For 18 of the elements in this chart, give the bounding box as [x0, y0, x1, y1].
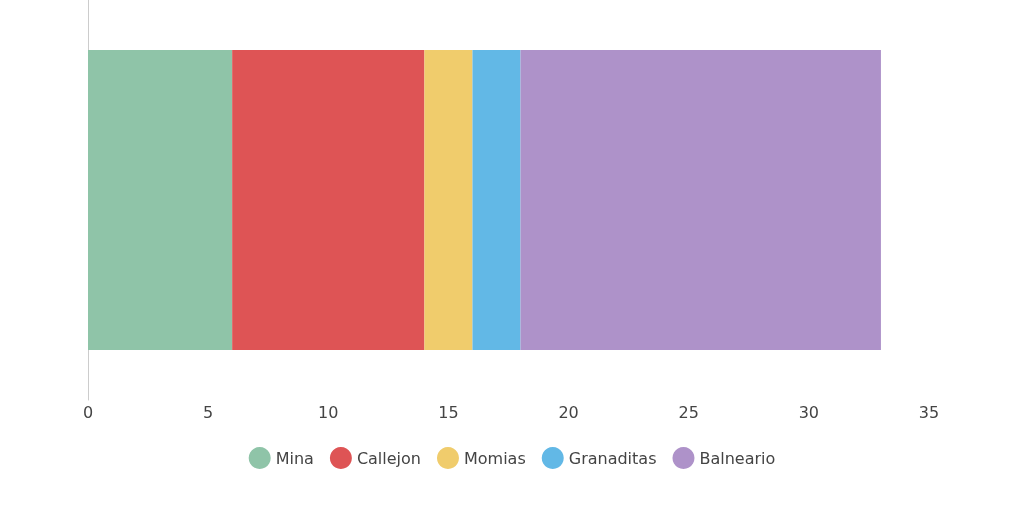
- x-tick-label: 10: [318, 402, 339, 422]
- x-tick-label: 30: [798, 402, 820, 422]
- bar: [88, 50, 233, 350]
- bar: [472, 50, 521, 350]
- x-tick-label: 0: [82, 402, 94, 422]
- legend-label: Balneario: [699, 448, 776, 468]
- bar: [232, 50, 425, 350]
- bar: [424, 50, 473, 350]
- legend-label: Mina: [275, 448, 314, 468]
- x-tick-label: 20: [558, 402, 579, 422]
- legend-label: Granaditas: [568, 448, 657, 468]
- bar: [520, 50, 881, 350]
- x-tick-label: 15: [438, 402, 459, 422]
- legend-label: Callejon: [356, 448, 421, 468]
- x-tick-label: 25: [678, 402, 699, 422]
- x-tick-label: 35: [918, 402, 940, 422]
- legend-label: Momias: [463, 448, 526, 468]
- x-tick-label: 5: [203, 402, 214, 422]
